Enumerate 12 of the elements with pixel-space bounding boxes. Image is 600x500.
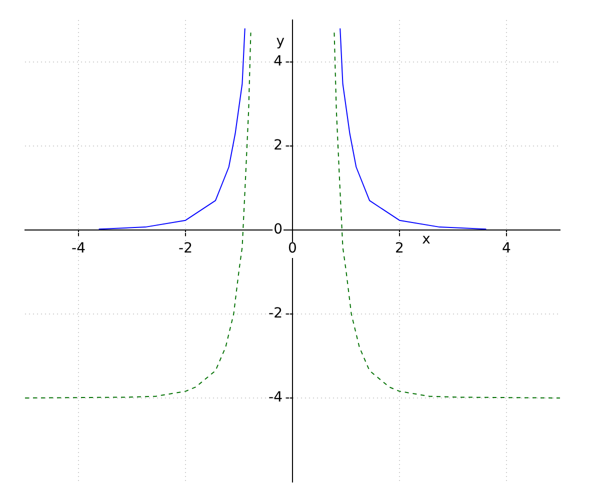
x-tick-label: -4 — [72, 240, 86, 257]
y-tick-label: -2 — [268, 306, 282, 322]
x-axis-title: x — [422, 232, 430, 248]
y-tick-label: -4 — [268, 390, 283, 406]
y-tick-label: 0 — [274, 222, 282, 238]
x-tick-label: 4 — [502, 240, 512, 257]
y-tick-label: 4 — [274, 54, 283, 70]
x-tick-label: 0 — [288, 240, 297, 257]
x-tick-label: 2 — [395, 240, 404, 257]
y-axis-title: y — [276, 34, 284, 50]
y-tick-label: 2 — [274, 138, 282, 154]
x-tick-label: -2 — [178, 240, 192, 257]
